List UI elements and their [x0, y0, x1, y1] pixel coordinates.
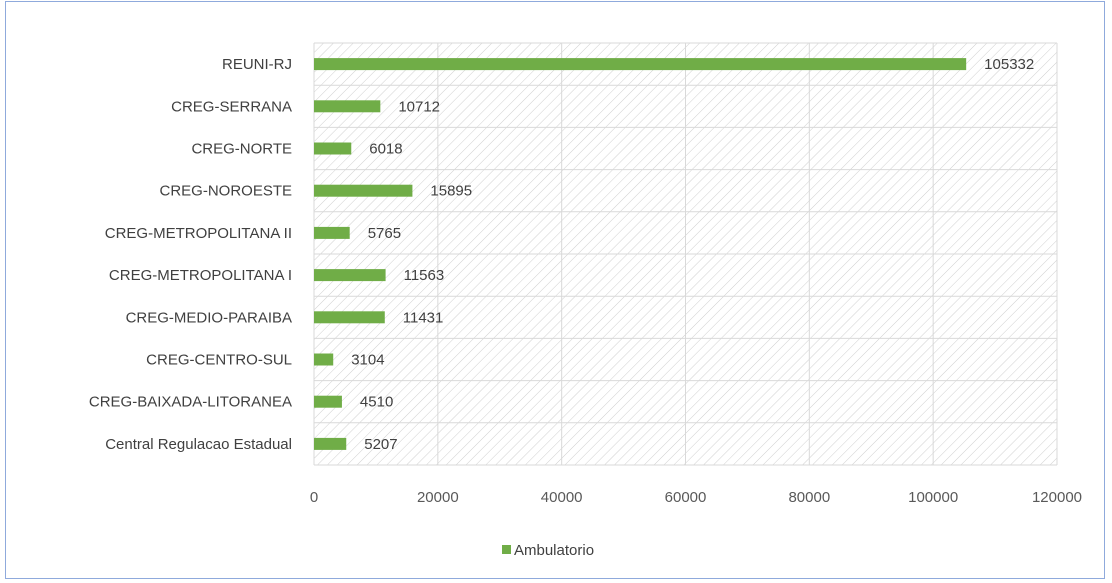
- category-axis-labels: REUNI-RJ CREG-SERRANA CREG-NORTE CREG-NOROE…: [89, 56, 292, 453]
- category-label: REUNI-RJ: [222, 56, 292, 73]
- tick-label: 80000: [788, 489, 830, 506]
- data-label: 3104: [351, 352, 384, 369]
- tick-label: 0: [310, 489, 318, 506]
- tick-label: 120000: [1032, 489, 1082, 506]
- bar: [314, 269, 386, 282]
- data-label: 5207: [364, 436, 397, 453]
- bar: [314, 395, 342, 408]
- data-label: 105332: [984, 56, 1034, 73]
- bar: [314, 100, 381, 113]
- bar: [314, 353, 334, 366]
- category-label: CREG-NOROESTE: [159, 183, 292, 200]
- legend-label: Ambulatorio: [514, 542, 594, 559]
- data-label: 15895: [430, 183, 472, 200]
- data-labels: 105332 10712 6018 15895 5765 11563 11431 3104 45…: [351, 56, 1034, 453]
- bar: [314, 184, 413, 197]
- data-label: 10712: [398, 98, 440, 115]
- data-label: 6018: [369, 141, 402, 158]
- bar: [314, 142, 352, 155]
- category-label: CREG-METROPOLITANA I: [109, 267, 292, 284]
- data-label: 11563: [404, 267, 445, 284]
- tick-label: 60000: [665, 489, 707, 506]
- category-label: CREG-SERRANA: [171, 98, 292, 115]
- tick-label: 20000: [417, 489, 459, 506]
- value-axis-labels: 0 20000 40000 60000 80000 100000 120000: [310, 489, 1082, 506]
- bar-series: [314, 58, 967, 450]
- gridlines: [313, 42, 1058, 466]
- tick-label: 100000: [908, 489, 958, 506]
- category-label: CREG-CENTRO-SUL: [146, 352, 292, 369]
- bar: [314, 437, 347, 450]
- category-label: CREG-NORTE: [191, 141, 292, 158]
- legend-swatch: [502, 545, 511, 554]
- category-label: CREG-METROPOLITANA II: [105, 225, 292, 242]
- data-label: 5765: [368, 225, 401, 242]
- tick-label: 40000: [541, 489, 583, 506]
- category-label: CREG-MEDIO-PARAIBA: [126, 309, 292, 326]
- bar: [314, 226, 350, 239]
- bar: [314, 311, 385, 324]
- data-label: 11431: [403, 309, 444, 326]
- category-label: CREG-BAIXADA-LITORANEA: [89, 394, 292, 411]
- category-label: Central Regulacao Estadual: [105, 436, 292, 453]
- legend: Ambulatorio: [502, 542, 594, 559]
- data-label: 4510: [360, 394, 393, 411]
- bar: [314, 58, 967, 71]
